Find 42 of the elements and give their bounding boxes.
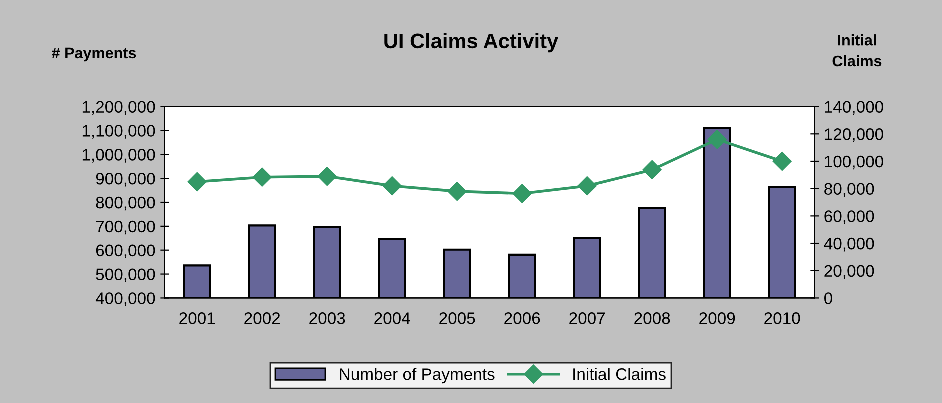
point (642, 160, 662, 180)
y-tick-label: 1,000,000 (82, 149, 156, 163)
x-tick-label: 2009 (700, 312, 736, 324)
point (772, 152, 792, 172)
point (448, 182, 467, 202)
y2-tick-label: 20,000 (824, 265, 874, 280)
x-tick-label: 2001 (180, 312, 216, 324)
x-tick-label: 2004 (374, 312, 410, 324)
legend-label: Number of Payments (340, 368, 495, 384)
y-tick-label: 800,000 (96, 196, 156, 211)
y2-axis-title: Initial Claims (832, 34, 882, 67)
point (188, 172, 207, 192)
y-axis-title: # Payments (52, 48, 136, 62)
y2-tick-label: 140,000 (825, 101, 884, 115)
legend-label: Initial Claims (574, 368, 666, 380)
point (382, 176, 402, 196)
x-tick-label: 2003 (310, 312, 346, 324)
point (318, 166, 337, 186)
x-tick-label: 2010 (764, 312, 800, 324)
y2-tick-label: 60,000 (824, 210, 874, 224)
y-tick-label: 600,000 (96, 244, 156, 259)
x-tick-label: 2007 (570, 312, 606, 324)
point (252, 168, 272, 187)
y-tick-label: 1,200,000 (82, 101, 156, 115)
y2-tick-label: 80,000 (824, 183, 874, 198)
x-tick-label: 2002 (244, 312, 280, 324)
x-tick-label: 2005 (440, 312, 476, 324)
y-tick-label: 1,100,000 (82, 125, 156, 139)
y2-tick-label: 0 (824, 292, 832, 304)
y-tick-label: 900,000 (96, 172, 156, 187)
x-tick-label: 2008 (634, 312, 670, 324)
point (512, 184, 532, 204)
y2-tick-label: 100,000 (825, 156, 884, 170)
y-tick-label: 400,000 (96, 292, 156, 306)
y-tick-label: 500,000 (96, 268, 156, 282)
y2-tick-label: 40,000 (824, 238, 874, 252)
chart-title: UI Claims Activity (384, 33, 558, 53)
y-tick-label: 700,000 (96, 220, 156, 235)
point (578, 176, 597, 196)
point (708, 130, 727, 150)
x-tick-label: 2006 (504, 312, 540, 324)
y2-tick-label: 120,000 (825, 128, 884, 142)
